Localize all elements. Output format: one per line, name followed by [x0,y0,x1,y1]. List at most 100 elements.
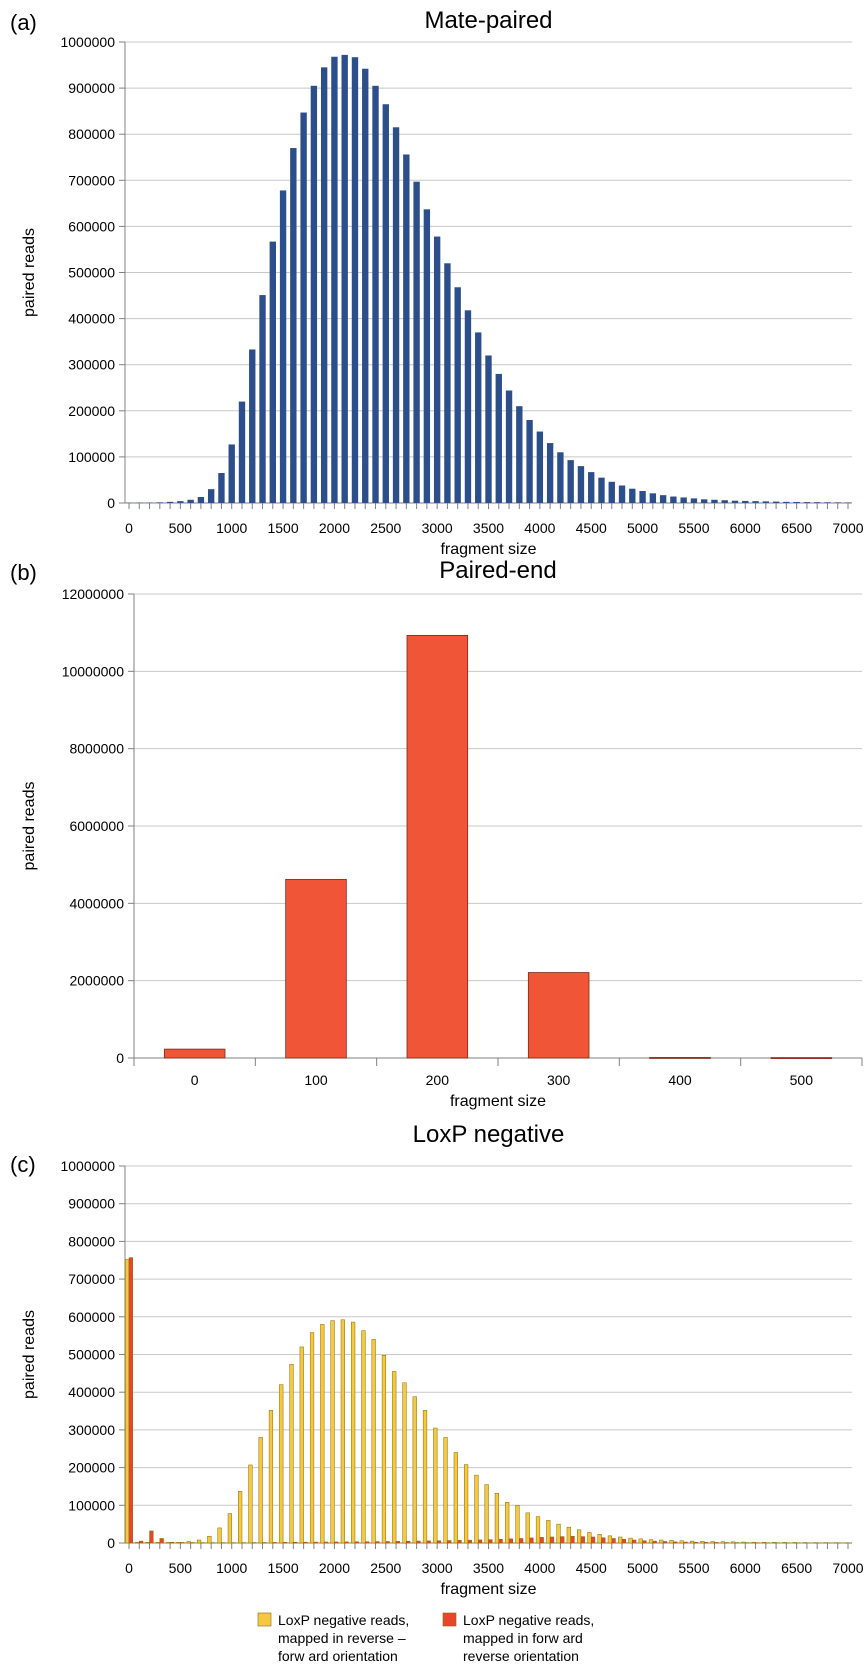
bar-s0-40 [535,1516,541,1544]
bar-s0-21 [341,54,348,504]
x-tick-label: 0 [125,520,133,536]
bar-s0-22 [351,57,359,503]
x-tick-label: 0 [125,1560,133,1576]
bar-s0-42 [557,452,564,503]
panel-label: (c) [10,1152,36,1177]
bar-s0-43 [567,460,574,503]
bar-s0-49 [629,488,636,503]
bar-s0-5 [770,1057,833,1060]
bar-s0-35 [484,1484,489,1544]
y-tick-label: 900000 [68,1196,115,1212]
bar-s0-38 [515,1505,520,1544]
bar-s1-39 [529,1537,534,1544]
bar-s0-37 [505,390,513,503]
bar-s0-36 [494,1492,500,1544]
y-tick-label: 1000000 [60,34,115,50]
bar-s1-44 [580,1536,585,1544]
x-tick-label: 500 [169,520,193,536]
bar-s0-6 [186,1541,191,1544]
bar-s0-64 [783,501,790,503]
bar-s0-45 [587,1532,592,1544]
bar-s0-5 [177,501,184,503]
x-tick-label: 200 [426,1072,450,1088]
bar-s0-57 [711,499,718,503]
bar-s0-15 [279,190,287,503]
x-tick-label: 5500 [678,1560,709,1576]
bar-s0-52 [659,1539,664,1544]
bar-s0-21 [340,1319,345,1544]
y-tick-label: 1000000 [60,1158,115,1174]
bar-s0-60 [742,500,749,503]
x-axis-title: fragment size [450,1093,546,1110]
bar-s1-1 [139,1540,144,1544]
bar-s1-55 [693,1541,698,1544]
bar-s1-29 [426,1540,431,1544]
bar-s1-33 [467,1539,472,1544]
bar-s0-13 [259,295,266,503]
bar-s1-56 [703,1542,709,1544]
bar-s1-2 [149,1530,154,1544]
bar-s1-4 [169,1541,175,1544]
bar-s0-11 [238,1491,243,1544]
chart-title: Paired-end [439,557,556,584]
bar-s0-46 [597,1534,602,1544]
bar-s1-50 [642,1540,647,1544]
bar-s0-44 [577,466,585,503]
x-tick-label: 1000 [216,520,247,536]
bar-s1-27 [406,1540,411,1544]
bar-s0-16 [289,1364,294,1544]
y-axis-title: paired reads [21,228,38,317]
x-tick-label: 400 [668,1072,692,1088]
bar-s0-2 [406,634,469,1059]
bar-s0-3 [527,972,590,1059]
bar-s0-53 [670,496,677,503]
bar-s0-8 [207,1535,212,1544]
bar-s0-3 [155,1542,161,1544]
bar-s0-5 [176,1541,181,1544]
bar-s0-24 [371,1339,376,1544]
bar-s1-51 [652,1540,657,1544]
x-tick-label: 1500 [267,1560,298,1576]
bar-s0-9 [217,1527,222,1544]
y-tick-label: 200000 [68,1460,115,1476]
bar-s0-14 [269,241,276,503]
x-tick-label: 7000 [832,520,863,536]
bar-s1-43 [570,1535,575,1544]
x-tick-label: 3000 [422,1560,453,1576]
bar-s0-17 [300,112,307,504]
bar-s0-35 [485,355,492,503]
bar-s0-2 [145,1541,150,1544]
bar-s0-30 [433,1427,438,1544]
bar-s0-27 [403,154,410,503]
bar-s0-61 [751,1541,756,1544]
bar-s0-48 [618,1536,623,1544]
bar-s0-33 [464,310,472,503]
bar-s0-28 [412,1396,417,1544]
bar-s1-28 [416,1540,421,1544]
bar-s0-49 [628,1537,633,1544]
bar-s0-20 [330,1320,335,1544]
bar-s1-47 [611,1538,616,1544]
bar-s0-27 [402,1382,407,1544]
legend-entry-0-line2: forw ard orientation [278,1648,398,1664]
y-axis-title: paired reads [21,1310,38,1399]
bar-s1-22 [354,1541,359,1544]
y-tick-label: 300000 [68,1422,115,1438]
bar-s0-25 [382,104,389,504]
bar-s1-36 [498,1538,503,1544]
bar-s0-12 [249,349,256,503]
x-tick-label: 2000 [319,1560,350,1576]
x-tick-label: 300 [547,1072,571,1088]
y-tick-label: 700000 [68,1271,115,1287]
bar-s0-38 [516,406,523,503]
bar-s1-41 [549,1536,555,1544]
x-tick-label: 6000 [730,520,761,536]
bar-s0-29 [422,1410,428,1544]
bar-s0-14 [268,1410,274,1544]
bar-s0-48 [618,485,626,503]
bar-s0-16 [290,148,297,503]
bar-s0-1 [135,1541,140,1544]
bar-s0-41 [546,443,554,503]
y-axis-title: paired reads [21,782,38,871]
